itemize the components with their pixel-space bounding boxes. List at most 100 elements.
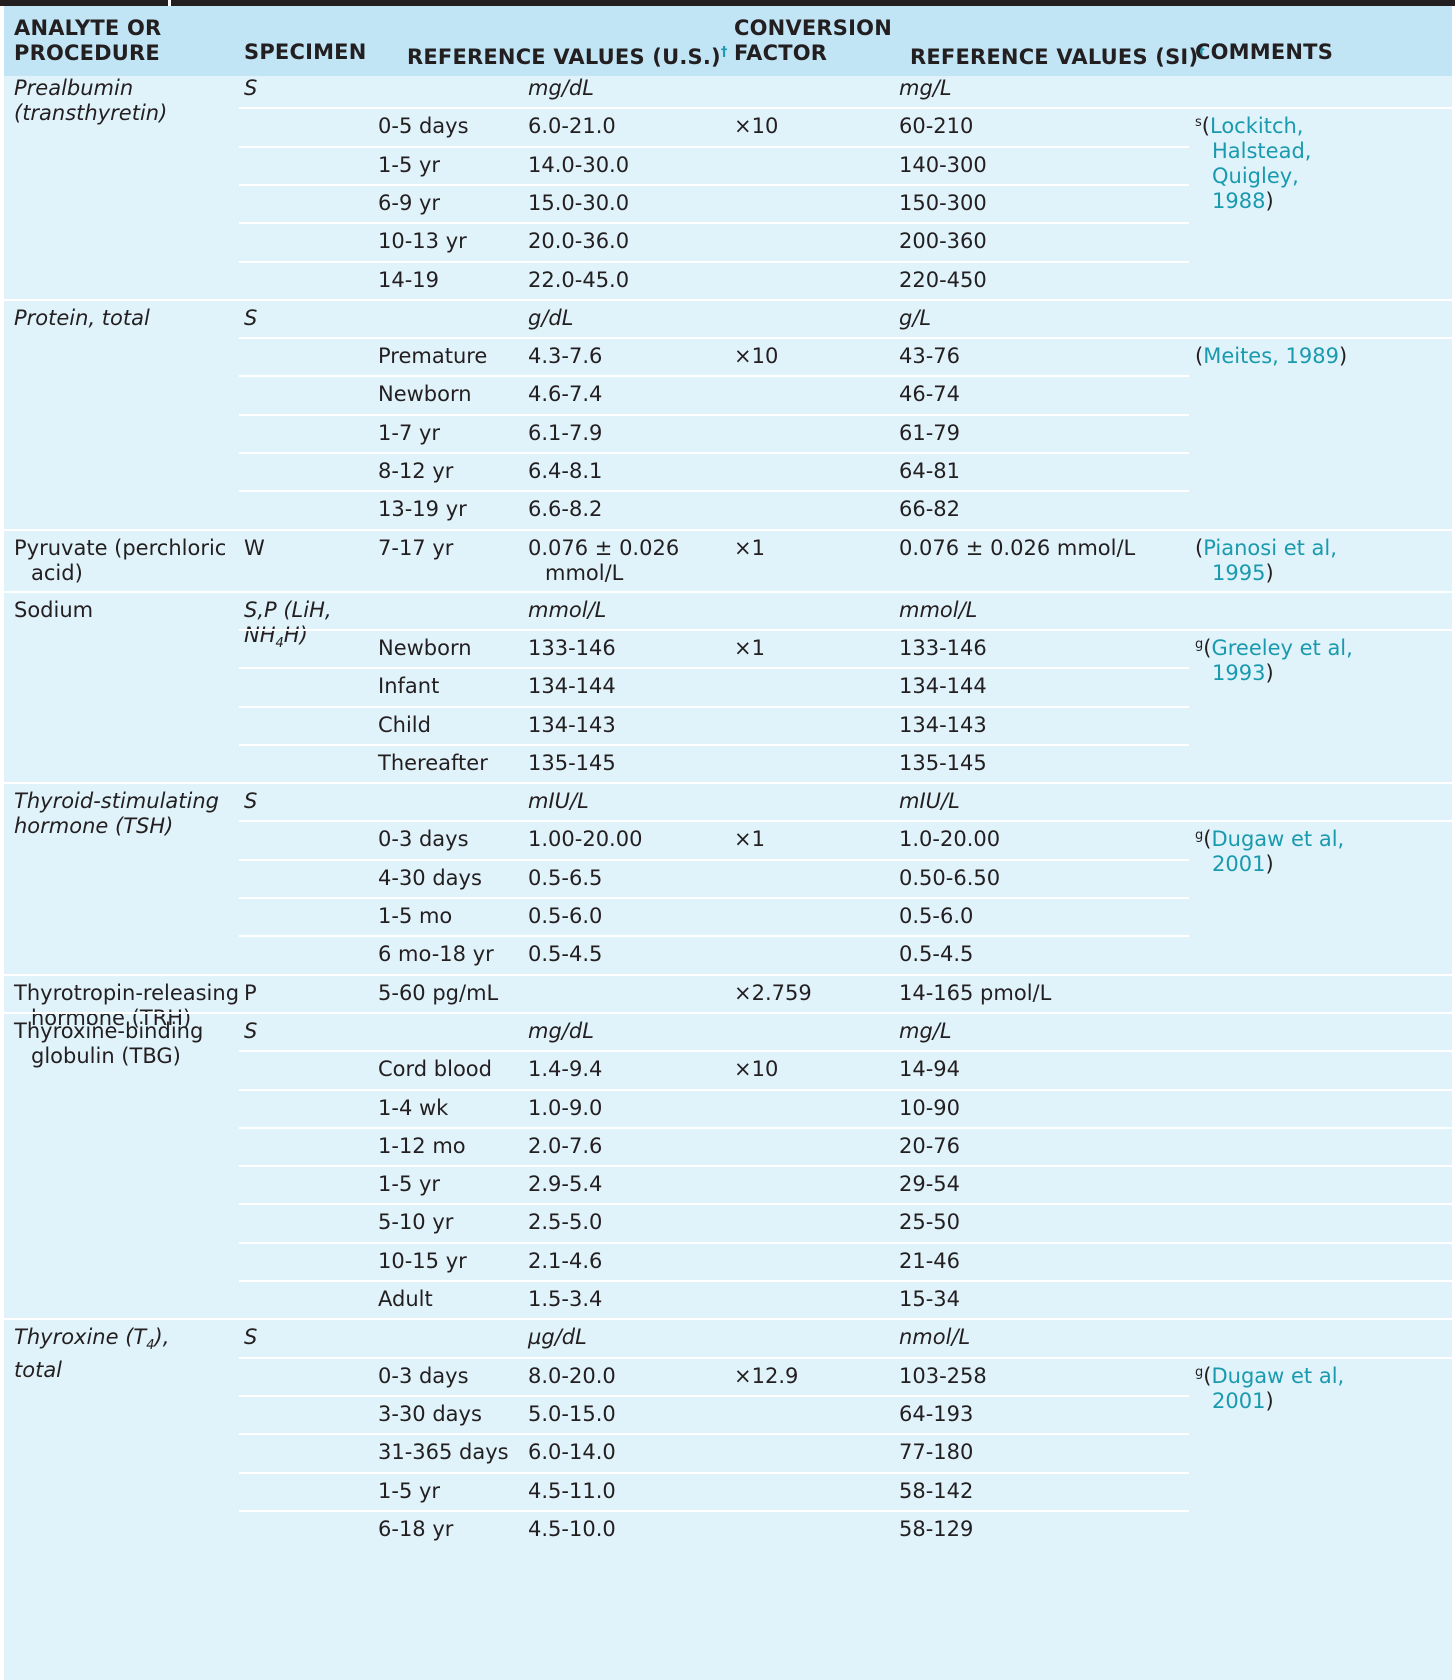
specimen: S (244, 76, 258, 100)
comment-citation: (Pianosi et al, 1995) (1195, 535, 1337, 585)
analyte-name: Protein, total (14, 305, 150, 330)
reference-us: 2.5-5.0 (528, 1210, 603, 1235)
header-analyte: ANALYTE OR PROCEDURE (14, 16, 162, 65)
row-divider (239, 858, 1189, 861)
age-group: 14-19 (378, 267, 440, 292)
reference-us: 6.0-14.0 (528, 1440, 616, 1465)
specimen: S (244, 1325, 258, 1350)
row-divider (239, 1165, 1452, 1168)
citation-link[interactable]: Lockitch, Halstead, Quigley, 1988 (1209, 114, 1312, 214)
age-group: 6-18 yr (378, 1516, 454, 1541)
reference-values-table: ANALYTE OR PROCEDURE SPECIMEN REFERENCE … (4, 6, 1452, 1680)
comment-citation: g(Dugaw et al, 2001) (1195, 1363, 1345, 1413)
reference-si: 64-81 (899, 459, 961, 483)
reference-si: 150-300 (899, 190, 987, 215)
reference-us: 1.00-20.00 (528, 827, 643, 852)
age-group: 5-60 pg/mL (378, 980, 499, 1005)
table-row: 1-5 mo 0.5-6.0 0.5-6.0 (4, 897, 1452, 936)
row-divider (239, 337, 1452, 340)
table-row: 10-15 yr 2.1-4.6 21-46 (4, 1241, 1452, 1281)
age-group: 1-12 mo (378, 1133, 466, 1158)
row-divider (239, 183, 1189, 186)
reference-us: 0.076 ± 0.026 mmol/L (528, 535, 680, 585)
age-group: 5-10 yr (378, 1210, 454, 1235)
table-row: Newborn 4.6-7.4 46-74 (4, 375, 1452, 414)
reference-si: 66-82 (899, 497, 961, 522)
row-divider (4, 1318, 1452, 1321)
citation-link[interactable]: Dugaw et al, 2001 (1211, 1363, 1345, 1413)
comment-prefix: s (1195, 115, 1202, 131)
table-row: 6-18 yr 4.5-10.0 58-129 (4, 1509, 1452, 1549)
row-divider (239, 1471, 1189, 1474)
reference-us: 2.0-7.6 (528, 1133, 603, 1158)
si-unit: mg/L (899, 76, 952, 100)
age-group: Thereafter (378, 750, 488, 775)
analyte-name: Sodium (14, 597, 94, 622)
reference-si: 58-142 (899, 1478, 974, 1503)
reference-us: 4.5-10.0 (528, 1516, 616, 1541)
reference-si: 10-90 (899, 1095, 961, 1120)
table-row: 5-10 yr 2.5-5.0 25-50 (4, 1203, 1452, 1242)
citation-link[interactable]: Dugaw et al, 2001 (1211, 827, 1345, 877)
table-row: 1-5 yr 14.0-30.0 140-300 (4, 145, 1452, 185)
age-group: 13-19 yr (378, 497, 467, 522)
age-group: 1-5 yr (378, 1478, 441, 1503)
citation-link[interactable]: Greeley et al, 1993 (1211, 635, 1353, 685)
analyte-name: Prealbumin (transthyretin) (14, 76, 168, 125)
table-row: Pyruvate (perchloric acid) W 7-17 yr 0.076 … (4, 528, 1452, 592)
dagger-mark: † (1198, 45, 1205, 60)
us-unit: g/dL (528, 305, 574, 330)
row-divider (4, 590, 1452, 593)
age-group: Cord blood (378, 1057, 492, 1082)
age-group: 7-17 yr (378, 535, 454, 560)
row-divider (239, 490, 1189, 493)
reference-us: 133-146 (528, 635, 616, 660)
table-row: Premature 4.3-7.6 ×10 43-76 (Meites, 1989) (4, 337, 1452, 376)
comment-prefix: g (1195, 636, 1204, 652)
specimen: S (244, 1018, 258, 1043)
row-divider (239, 375, 1189, 378)
reference-si: 60-210 (899, 114, 974, 139)
row-divider (239, 628, 1452, 631)
row-divider (239, 935, 1189, 938)
reference-si: 58-129 (899, 1516, 974, 1541)
table-row: 10-13 yr 20.0-36.0 200-360 (4, 222, 1452, 261)
row-divider (239, 1394, 1189, 1397)
reference-us: 1.0-9.0 (528, 1095, 603, 1120)
age-group: 1-5 yr (378, 152, 441, 177)
reference-si: 134-144 (899, 674, 987, 699)
dagger-mark: † (720, 45, 728, 60)
age-group: Premature (378, 344, 488, 369)
reference-us: 6.1-7.9 (528, 420, 603, 445)
reference-si: 200-360 (899, 229, 987, 254)
reference-si: 0.50-6.50 (899, 865, 1001, 890)
analyte-name: Thyroxine (T4), total (14, 1325, 170, 1383)
reference-si: 103-258 (899, 1363, 987, 1388)
citation-link[interactable]: Pianosi et al, 1995 (1203, 535, 1337, 585)
analyte-name: Thyroid-stimulating hormone (TSH) (14, 789, 219, 839)
reference-us: 6.0-21.0 (528, 114, 616, 139)
row-divider (4, 298, 1452, 301)
age-group: 0-3 days (378, 1363, 469, 1388)
row-divider (4, 973, 1452, 976)
row-divider (239, 667, 1189, 670)
table-row: 4-30 days 0.5-6.5 0.50-6.50 (4, 858, 1452, 898)
citation-link[interactable]: Meites, 1989 (1203, 344, 1339, 369)
reference-si: 0.5-4.5 (899, 942, 974, 967)
age-group: 1-7 yr (378, 420, 441, 445)
conversion-factor: ×1 (734, 635, 765, 660)
age-group: Newborn (378, 382, 472, 407)
row-divider (239, 1050, 1452, 1053)
age-group: 3-30 days (378, 1401, 482, 1426)
header-specimen: SPECIMEN (244, 40, 367, 64)
reference-us: 2.9-5.4 (528, 1172, 603, 1197)
reference-us: 2.1-4.6 (528, 1248, 603, 1273)
analyte-name: Thyroxine-binding globulin (TBG) (14, 1018, 204, 1068)
reference-si: 43-76 (899, 344, 961, 369)
reference-si: 46-74 (899, 382, 961, 407)
si-unit: g/L (899, 305, 932, 330)
age-group: 8-12 yr (378, 459, 454, 483)
